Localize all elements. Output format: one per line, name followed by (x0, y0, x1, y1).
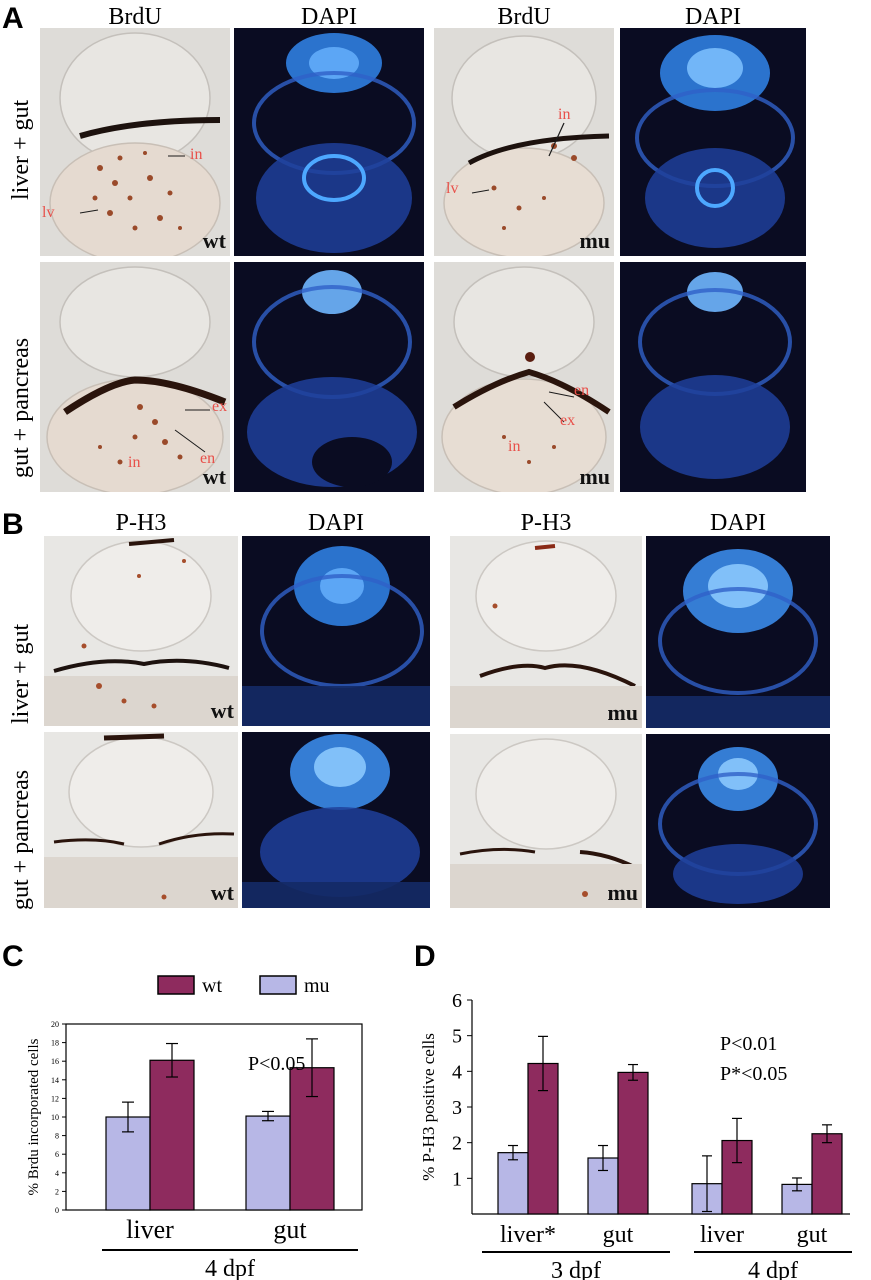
y-tick-label: 2 (452, 1133, 462, 1155)
x-category-label: liver (700, 1222, 744, 1248)
col-label-brdu-wt: BrdU (108, 4, 162, 30)
legend-label-wt: wt (202, 975, 222, 997)
genotype-label: mu (579, 228, 610, 253)
x-category-label: liver (126, 1215, 174, 1244)
y-tick-label: 2 (55, 1187, 59, 1196)
micrograph-dapi-mu-gut-pancreas (620, 262, 806, 492)
y-tick-label: 20 (51, 1020, 59, 1029)
micrograph-ph3-wt-gut-pancreas: wt (44, 732, 238, 908)
x-category-label: gut (603, 1222, 634, 1248)
bar-mu-gut (245, 1115, 291, 1211)
genotype-label: wt (202, 228, 226, 253)
label-in: in (128, 454, 141, 471)
micrograph-dapi-mu-gut-pancreas-b (646, 734, 830, 908)
label-ex: ex (212, 398, 228, 415)
bar-mu-0 (497, 1152, 529, 1215)
panel-letter-b: B (2, 508, 24, 541)
y-axis-label: % P-H3 positive cells (419, 1033, 438, 1181)
y-tick-label: 10 (51, 1113, 59, 1122)
y-tick-label: 5 (452, 1026, 462, 1048)
y-axis-label: % Brdu incorporated cells (26, 1038, 42, 1195)
micrograph-dapi-mu-liver-gut (620, 28, 806, 256)
label-ex: ex (560, 412, 576, 429)
genotype-label: wt (210, 880, 234, 905)
micrograph-brdu-wt-gut-pancreas: ex en in wt (40, 262, 230, 492)
y-tick-label: 4 (55, 1169, 59, 1178)
genotype-label: mu (607, 880, 638, 905)
y-tick-label: 3 (452, 1097, 462, 1119)
micrograph-brdu-wt-liver-gut: in lv wt (40, 28, 230, 256)
micrograph-brdu-mu-liver-gut: in lv mu (434, 28, 614, 256)
genotype-label: mu (607, 700, 638, 725)
col-label-ph3-wt: P-H3 (115, 510, 167, 536)
p-value-annotation: P*<0.05 (720, 1063, 787, 1085)
chart-c: wt mu 0 2 4 6 8 10 12 14 16 18 20 % Brdu incorporated… (26, 975, 363, 1280)
micrograph-ph3-wt-liver-gut: wt (44, 536, 238, 726)
micrograph-brdu-mu-gut-pancreas: en ex in mu (434, 262, 614, 492)
y-tick-label: 16 (51, 1057, 59, 1066)
label-in: in (558, 106, 571, 123)
y-tick-label: 1 (452, 1168, 462, 1190)
label-in: in (190, 146, 203, 163)
col-label-brdu-mu: BrdU (497, 4, 551, 30)
label-en: en (574, 382, 590, 399)
legend-swatch-mu (259, 975, 297, 995)
micrograph-dapi-wt-liver-gut (234, 28, 424, 256)
y-tick-label: 18 (51, 1039, 59, 1048)
p-value-annotation: P<0.05 (248, 1053, 305, 1075)
row-label-gut-pancreas-b: gut + pancreas (8, 769, 34, 910)
x-category-label: gut (797, 1222, 828, 1248)
micrograph-dapi-mu-liver-gut-b (646, 536, 830, 728)
y-tick-label: 8 (55, 1132, 59, 1141)
panel-letter-c: C (2, 940, 24, 973)
label-lv: lv (446, 180, 459, 197)
micrograph-dapi-wt-gut-pancreas (234, 262, 424, 492)
micrograph-dapi-wt-liver-gut-b (242, 536, 430, 726)
col-label-dapi-wt: DAPI (300, 4, 357, 30)
bar-wt-liver (149, 1059, 195, 1211)
y-tick-label: 0 (55, 1206, 59, 1215)
y-tick-label: 4 (452, 1061, 462, 1083)
x-category-label: gut (273, 1215, 307, 1244)
p-value-annotation: P<0.01 (720, 1033, 777, 1055)
micrograph-ph3-mu-liver-gut: mu (450, 536, 642, 728)
panel-letter-a: A (2, 2, 24, 35)
y-tick-label: 6 (55, 1150, 59, 1159)
label-in: in (508, 438, 521, 455)
legend-label-mu: mu (304, 975, 330, 997)
genotype-label: wt (210, 698, 234, 723)
label-lv: lv (42, 204, 55, 221)
row-label-liver-gut-b: liver + gut (8, 623, 34, 724)
legend-swatch-wt (157, 975, 195, 995)
micrograph-ph3-mu-gut-pancreas: mu (450, 734, 642, 908)
bar-mu-liver (105, 1116, 151, 1211)
panel-letter-d: D (414, 940, 436, 973)
x-group-label: 3 dpf (551, 1258, 601, 1280)
x-group-label: 4 dpf (205, 1256, 255, 1280)
row-label-liver-gut-a: liver + gut (8, 99, 34, 200)
bar-wt-1 (617, 1071, 649, 1215)
bar-wt-3 (811, 1133, 843, 1215)
chart-d: 1 2 3 4 5 6 % P-H3 positive cells liver* gut live… (419, 990, 852, 1280)
label-en: en (200, 450, 216, 467)
col-label-dapi-wt: DAPI (307, 510, 364, 536)
y-tick-label: 6 (452, 990, 462, 1012)
y-tick-label: 14 (51, 1076, 59, 1085)
row-label-gut-pancreas-a: gut + pancreas (8, 337, 34, 478)
micrograph-dapi-wt-gut-pancreas-b (242, 732, 430, 908)
col-label-dapi-mu: DAPI (684, 4, 741, 30)
x-group-label: 4 dpf (748, 1258, 798, 1280)
col-label-ph3-mu: P-H3 (520, 510, 572, 536)
genotype-label: mu (579, 464, 610, 489)
y-tick-label: 12 (51, 1094, 59, 1103)
genotype-label: wt (202, 464, 226, 489)
col-label-dapi-mu: DAPI (709, 510, 766, 536)
x-category-label: liver* (500, 1222, 556, 1248)
